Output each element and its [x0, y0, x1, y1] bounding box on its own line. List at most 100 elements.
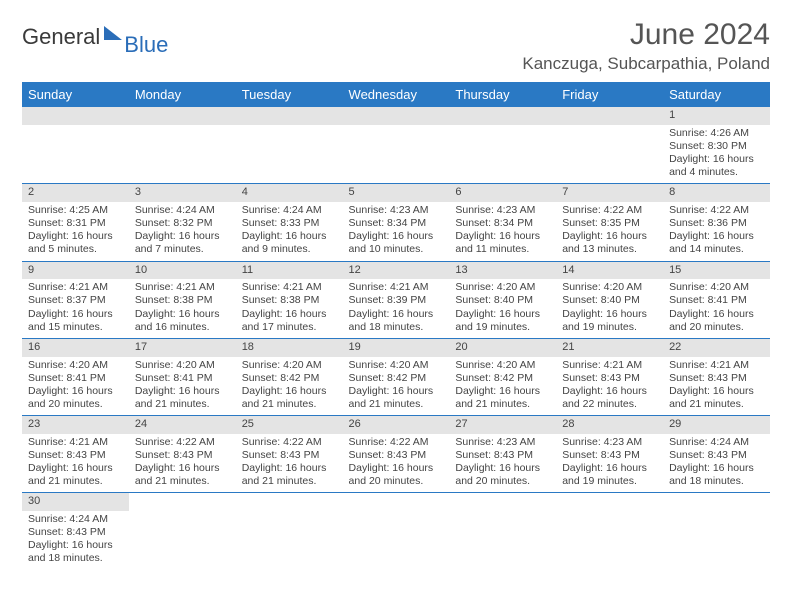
- day-content-row: Sunrise: 4:21 AMSunset: 8:43 PMDaylight:…: [22, 434, 770, 493]
- day-number: 9: [22, 262, 129, 280]
- day-number-cell: [129, 107, 236, 125]
- daylight-line: Daylight: 16 hours and 18 minutes.: [28, 539, 123, 565]
- day-number-cell: 28: [556, 416, 663, 434]
- sunrise-line: Sunrise: 4:21 AM: [242, 281, 337, 294]
- day-number-cell: 10: [129, 261, 236, 279]
- day-details: Sunrise: 4:23 AMSunset: 8:43 PMDaylight:…: [449, 434, 556, 493]
- day-content-cell: Sunrise: 4:20 AMSunset: 8:41 PMDaylight:…: [663, 279, 770, 338]
- day-number-cell: 12: [343, 261, 450, 279]
- weekday-header-row: SundayMondayTuesdayWednesdayThursdayFrid…: [22, 82, 770, 107]
- daylight-line: Daylight: 16 hours and 19 minutes.: [455, 308, 550, 334]
- day-details: Sunrise: 4:24 AMSunset: 8:32 PMDaylight:…: [129, 202, 236, 261]
- day-number: 15: [663, 262, 770, 280]
- weekday-header: Saturday: [663, 82, 770, 107]
- day-content-row: Sunrise: 4:21 AMSunset: 8:37 PMDaylight:…: [22, 279, 770, 338]
- sunset-line: Sunset: 8:30 PM: [669, 140, 764, 153]
- day-content-cell: Sunrise: 4:21 AMSunset: 8:43 PMDaylight:…: [556, 357, 663, 416]
- title-block: June 2024 Kanczuga, Subcarpathia, Poland: [522, 18, 770, 74]
- logo-text-general: General: [22, 24, 100, 50]
- daylight-line: Daylight: 16 hours and 15 minutes.: [28, 308, 123, 334]
- day-number-cell: 22: [663, 338, 770, 356]
- daylight-line: Daylight: 16 hours and 21 minutes.: [135, 385, 230, 411]
- sunset-line: Sunset: 8:43 PM: [455, 449, 550, 462]
- sunrise-line: Sunrise: 4:23 AM: [455, 436, 550, 449]
- day-number-cell: [129, 493, 236, 511]
- day-details: Sunrise: 4:23 AMSunset: 8:43 PMDaylight:…: [556, 434, 663, 493]
- daylight-line: Daylight: 16 hours and 18 minutes.: [669, 462, 764, 488]
- weekday-header: Tuesday: [236, 82, 343, 107]
- daylight-line: Daylight: 16 hours and 4 minutes.: [669, 153, 764, 179]
- day-details: Sunrise: 4:21 AMSunset: 8:39 PMDaylight:…: [343, 279, 450, 338]
- day-number: 1: [663, 107, 770, 125]
- day-details: Sunrise: 4:25 AMSunset: 8:31 PMDaylight:…: [22, 202, 129, 261]
- day-content-cell: [663, 511, 770, 570]
- day-details: Sunrise: 4:20 AMSunset: 8:41 PMDaylight:…: [663, 279, 770, 338]
- day-number-row: 2345678: [22, 184, 770, 202]
- day-number: 6: [449, 184, 556, 202]
- day-number-cell: [449, 493, 556, 511]
- day-number: 18: [236, 339, 343, 357]
- day-content-cell: Sunrise: 4:22 AMSunset: 8:36 PMDaylight:…: [663, 202, 770, 261]
- day-content-cell: Sunrise: 4:20 AMSunset: 8:42 PMDaylight:…: [343, 357, 450, 416]
- day-number-cell: 1: [663, 107, 770, 125]
- daylight-line: Daylight: 16 hours and 17 minutes.: [242, 308, 337, 334]
- sunset-line: Sunset: 8:34 PM: [349, 217, 444, 230]
- sunrise-line: Sunrise: 4:21 AM: [349, 281, 444, 294]
- daylight-line: Daylight: 16 hours and 20 minutes.: [455, 462, 550, 488]
- sunrise-line: Sunrise: 4:22 AM: [349, 436, 444, 449]
- day-number: 17: [129, 339, 236, 357]
- sunrise-line: Sunrise: 4:22 AM: [562, 204, 657, 217]
- day-content-cell: Sunrise: 4:23 AMSunset: 8:43 PMDaylight:…: [449, 434, 556, 493]
- day-number: 14: [556, 262, 663, 280]
- day-number: 2: [22, 184, 129, 202]
- day-number: 22: [663, 339, 770, 357]
- sunset-line: Sunset: 8:34 PM: [455, 217, 550, 230]
- day-number-row: 30: [22, 493, 770, 511]
- day-details: Sunrise: 4:20 AMSunset: 8:42 PMDaylight:…: [449, 357, 556, 416]
- day-content-cell: Sunrise: 4:20 AMSunset: 8:40 PMDaylight:…: [556, 279, 663, 338]
- weekday-header: Sunday: [22, 82, 129, 107]
- calendar-table: SundayMondayTuesdayWednesdayThursdayFrid…: [22, 82, 770, 570]
- day-content-cell: Sunrise: 4:22 AMSunset: 8:43 PMDaylight:…: [129, 434, 236, 493]
- sunrise-line: Sunrise: 4:20 AM: [135, 359, 230, 372]
- sunset-line: Sunset: 8:32 PM: [135, 217, 230, 230]
- day-number-cell: 8: [663, 184, 770, 202]
- day-content-cell: Sunrise: 4:25 AMSunset: 8:31 PMDaylight:…: [22, 202, 129, 261]
- daylight-line: Daylight: 16 hours and 21 minutes.: [242, 385, 337, 411]
- weekday-header: Thursday: [449, 82, 556, 107]
- day-number-cell: [343, 493, 450, 511]
- day-number-cell: 11: [236, 261, 343, 279]
- day-number-cell: 14: [556, 261, 663, 279]
- daylight-line: Daylight: 16 hours and 13 minutes.: [562, 230, 657, 256]
- daylight-line: Daylight: 16 hours and 21 minutes.: [455, 385, 550, 411]
- day-details: Sunrise: 4:22 AMSunset: 8:43 PMDaylight:…: [129, 434, 236, 493]
- day-number-cell: 23: [22, 416, 129, 434]
- day-details: Sunrise: 4:20 AMSunset: 8:42 PMDaylight:…: [236, 357, 343, 416]
- sunrise-line: Sunrise: 4:26 AM: [669, 127, 764, 140]
- day-number-row: 23242526272829: [22, 416, 770, 434]
- day-content-cell: Sunrise: 4:24 AMSunset: 8:32 PMDaylight:…: [129, 202, 236, 261]
- day-content-cell: [22, 125, 129, 184]
- day-content-cell: Sunrise: 4:21 AMSunset: 8:37 PMDaylight:…: [22, 279, 129, 338]
- day-details: Sunrise: 4:21 AMSunset: 8:38 PMDaylight:…: [129, 279, 236, 338]
- day-details: Sunrise: 4:20 AMSunset: 8:42 PMDaylight:…: [343, 357, 450, 416]
- day-number: 13: [449, 262, 556, 280]
- day-number-cell: [663, 493, 770, 511]
- sunrise-line: Sunrise: 4:22 AM: [135, 436, 230, 449]
- day-number-cell: 24: [129, 416, 236, 434]
- day-details: Sunrise: 4:22 AMSunset: 8:43 PMDaylight:…: [343, 434, 450, 493]
- daylight-line: Daylight: 16 hours and 7 minutes.: [135, 230, 230, 256]
- day-content-cell: Sunrise: 4:21 AMSunset: 8:38 PMDaylight:…: [236, 279, 343, 338]
- day-number: 29: [663, 416, 770, 434]
- sunrise-line: Sunrise: 4:23 AM: [349, 204, 444, 217]
- day-content-cell: Sunrise: 4:21 AMSunset: 8:43 PMDaylight:…: [663, 357, 770, 416]
- daylight-line: Daylight: 16 hours and 9 minutes.: [242, 230, 337, 256]
- day-number-cell: 5: [343, 184, 450, 202]
- sunset-line: Sunset: 8:40 PM: [455, 294, 550, 307]
- day-number-cell: 21: [556, 338, 663, 356]
- day-content-cell: Sunrise: 4:24 AMSunset: 8:43 PMDaylight:…: [663, 434, 770, 493]
- sunset-line: Sunset: 8:39 PM: [349, 294, 444, 307]
- sunset-line: Sunset: 8:43 PM: [562, 372, 657, 385]
- day-number: 11: [236, 262, 343, 280]
- sunset-line: Sunset: 8:43 PM: [135, 449, 230, 462]
